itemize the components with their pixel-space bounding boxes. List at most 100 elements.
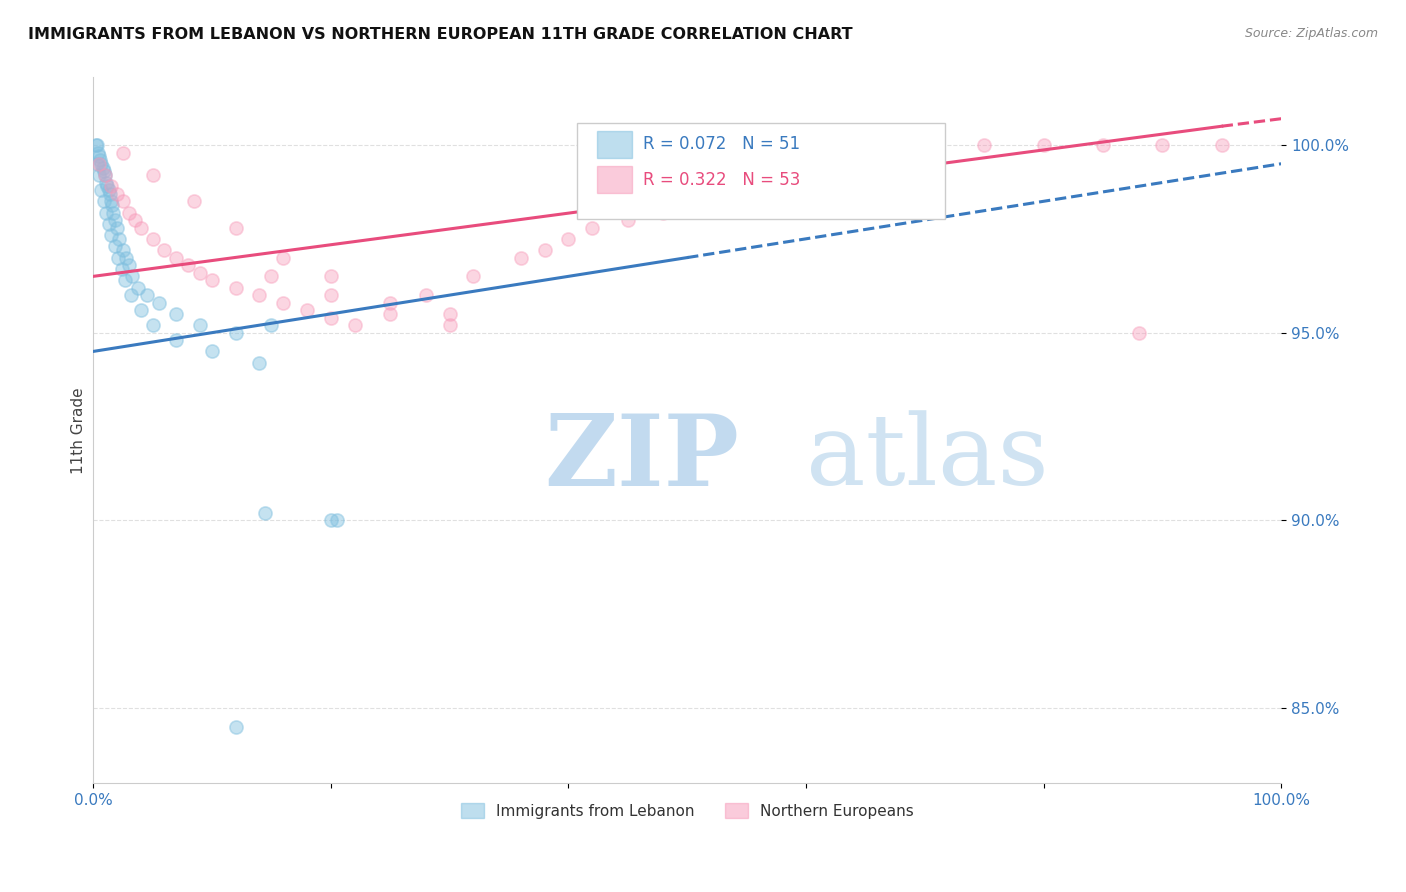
Point <box>973 138 995 153</box>
Point <box>93 194 115 209</box>
Point <box>114 273 136 287</box>
Point <box>794 164 817 178</box>
Point <box>107 251 129 265</box>
Point <box>343 318 366 333</box>
Point <box>129 303 152 318</box>
Point <box>1032 138 1054 153</box>
Text: R = 0.322   N = 53: R = 0.322 N = 53 <box>643 170 800 189</box>
Point <box>124 213 146 227</box>
Point <box>89 157 111 171</box>
Point <box>188 318 211 333</box>
Point <box>86 157 108 171</box>
Point <box>260 269 283 284</box>
Point <box>105 220 128 235</box>
Point <box>90 183 112 197</box>
Point <box>509 251 531 265</box>
Point <box>225 720 247 734</box>
Point <box>165 307 187 321</box>
Point <box>96 205 118 219</box>
Point <box>183 194 205 209</box>
Point <box>225 326 247 340</box>
Point <box>735 183 758 197</box>
Point <box>271 251 294 265</box>
Point <box>818 168 841 182</box>
Point <box>319 288 342 302</box>
Legend: Immigrants from Lebanon, Northern Europeans: Immigrants from Lebanon, Northern Europe… <box>454 797 920 825</box>
Point <box>249 288 271 302</box>
Point <box>557 232 579 246</box>
Point <box>652 205 675 219</box>
Point <box>111 145 134 160</box>
Point <box>378 307 401 321</box>
Point <box>1152 138 1174 153</box>
FancyBboxPatch shape <box>598 131 633 158</box>
Point <box>98 186 121 201</box>
Point <box>249 356 271 370</box>
Point <box>319 310 342 325</box>
Point <box>86 138 108 153</box>
Point <box>89 168 111 182</box>
Point <box>101 198 124 212</box>
Point <box>142 168 165 182</box>
Point <box>121 269 143 284</box>
Point <box>111 261 134 276</box>
Text: R = 0.072   N = 51: R = 0.072 N = 51 <box>643 136 800 153</box>
Point <box>853 157 876 171</box>
Point <box>91 161 114 175</box>
Point <box>111 194 134 209</box>
Point <box>93 164 115 178</box>
Point <box>96 176 118 190</box>
Point <box>914 145 936 160</box>
Point <box>89 149 111 163</box>
Text: IMMIGRANTS FROM LEBANON VS NORTHERN EUROPEAN 11TH GRADE CORRELATION CHART: IMMIGRANTS FROM LEBANON VS NORTHERN EURO… <box>28 27 853 42</box>
Point <box>463 269 485 284</box>
Point <box>148 295 170 310</box>
Point <box>378 295 401 310</box>
Point <box>533 243 555 257</box>
Point <box>118 258 141 272</box>
Point <box>103 205 125 219</box>
Point <box>135 288 157 302</box>
Point <box>96 179 118 194</box>
Point <box>319 269 342 284</box>
Point <box>108 232 131 246</box>
Point <box>127 280 149 294</box>
Point <box>94 168 117 182</box>
Text: Source: ZipAtlas.com: Source: ZipAtlas.com <box>1244 27 1378 40</box>
Point <box>100 228 122 243</box>
Point <box>120 288 142 302</box>
Point <box>325 513 347 527</box>
Point <box>225 280 247 294</box>
Point <box>94 168 117 182</box>
Point <box>97 217 120 231</box>
Point <box>103 213 125 227</box>
Point <box>142 318 165 333</box>
Point <box>118 205 141 219</box>
Point <box>87 145 110 160</box>
Point <box>111 243 134 257</box>
Point <box>165 251 187 265</box>
Point <box>439 307 461 321</box>
Point <box>97 183 120 197</box>
Point <box>105 186 128 201</box>
Point <box>735 176 758 190</box>
Point <box>616 213 638 227</box>
Point <box>100 194 122 209</box>
Point <box>115 251 138 265</box>
Point <box>177 258 200 272</box>
Point <box>89 153 111 167</box>
Point <box>676 194 699 209</box>
Point <box>100 179 122 194</box>
Point <box>201 344 224 359</box>
Point <box>165 333 187 347</box>
Point <box>319 513 342 527</box>
Point <box>188 266 211 280</box>
Point <box>201 273 224 287</box>
Point <box>439 318 461 333</box>
Y-axis label: 11th Grade: 11th Grade <box>72 387 86 474</box>
Text: atlas: atlas <box>806 410 1049 507</box>
Text: ZIP: ZIP <box>544 410 740 507</box>
Point <box>142 232 165 246</box>
Point <box>260 318 283 333</box>
Point <box>1091 138 1114 153</box>
